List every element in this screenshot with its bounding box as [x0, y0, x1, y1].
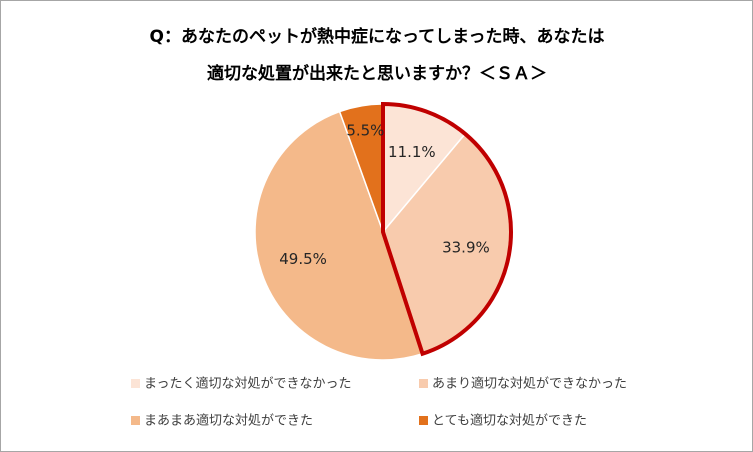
legend-swatch [131, 379, 140, 388]
data-label: 5.5% [346, 122, 384, 140]
data-label: 33.9% [442, 239, 490, 257]
legend-label: あまり適切な対処ができなかった [432, 376, 627, 392]
legend-label: とても適切な対処ができた [432, 413, 587, 429]
legend-label: まあまあ適切な対処ができた [144, 413, 313, 429]
legend-swatch [131, 416, 140, 425]
data-label: 11.1% [388, 143, 436, 161]
highlight-outline [381, 101, 513, 357]
legend-swatch [419, 379, 428, 388]
chart-title: 適切な処置が出来たと思いますか？＜ＳＡ＞ [207, 63, 547, 84]
legend-label: まったく適切な対処ができなかった [144, 376, 351, 392]
data-label: 49.5% [279, 250, 327, 268]
legend-swatch [419, 416, 428, 425]
pie-slice [254, 110, 424, 361]
chart-title: Q：あなたのペットが熱中症になってしまった時、あなたは [150, 26, 605, 47]
